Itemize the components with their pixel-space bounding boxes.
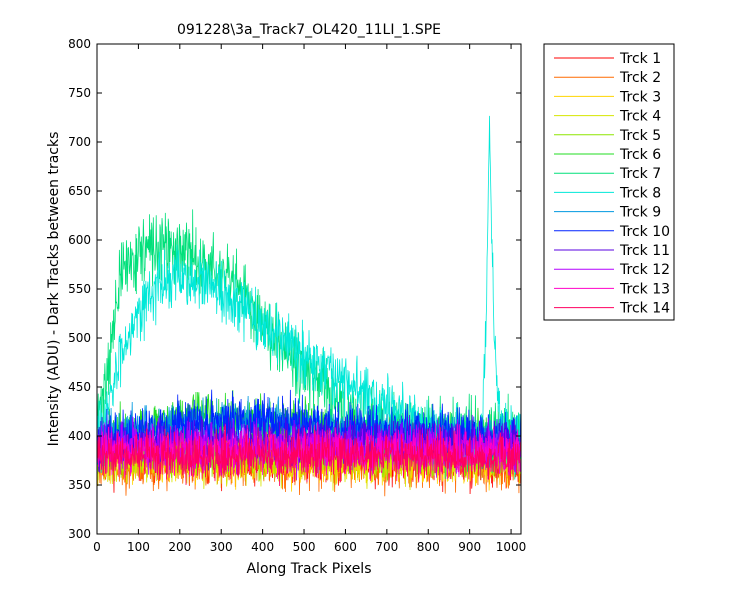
legend-label: Trck 4 bbox=[619, 109, 661, 125]
legend-label: Trck 12 bbox=[619, 262, 670, 278]
x-tick-label: 700 bbox=[375, 540, 398, 554]
x-tick-label: 500 bbox=[293, 540, 316, 554]
y-tick-label: 350 bbox=[68, 478, 91, 492]
x-tick-label: 200 bbox=[168, 540, 191, 554]
x-tick-label: 400 bbox=[251, 540, 274, 554]
y-tick-label: 300 bbox=[68, 527, 91, 541]
legend-label: Trck 13 bbox=[619, 281, 670, 297]
legend-label: Trck 5 bbox=[619, 128, 661, 144]
x-axis-label: Along Track Pixels bbox=[246, 561, 371, 577]
x-tick-label: 0 bbox=[93, 540, 101, 554]
y-tick-label: 650 bbox=[68, 184, 91, 198]
legend-label: Trck 14 bbox=[619, 301, 670, 317]
y-tick-label: 750 bbox=[68, 86, 91, 100]
y-tick-label: 600 bbox=[68, 233, 91, 247]
x-tick-label: 300 bbox=[210, 540, 233, 554]
y-tick-label: 500 bbox=[68, 331, 91, 345]
chart-title: 091228\3a_Track7_OL420_11LI_1.SPE bbox=[177, 22, 441, 38]
legend: Trck 1 Trck 2 Trck 3 Trck 4 Trck 5 Trck 6 Trck… bbox=[543, 43, 675, 321]
legend-box bbox=[543, 43, 675, 321]
x-tick-label: 900 bbox=[458, 540, 481, 554]
y-tick-label: 450 bbox=[68, 380, 91, 394]
legend-label: Trck 7 bbox=[619, 166, 661, 182]
series-line-7 bbox=[97, 209, 522, 480]
legend-label: Trck 2 bbox=[619, 70, 661, 86]
legend-label: Trck 3 bbox=[619, 89, 661, 105]
legend-label: Trck 10 bbox=[619, 224, 670, 240]
y-axis-label: Intensity (ADU) - Dark Tracks between tr… bbox=[46, 132, 62, 447]
series-lines bbox=[97, 115, 522, 497]
x-axis: 0 100 200 300 400 500 600 700 800 900 1000 bbox=[93, 44, 526, 554]
x-tick-label: 800 bbox=[417, 540, 440, 554]
legend-label: Trck 11 bbox=[619, 243, 670, 259]
legend-label: Trck 8 bbox=[619, 185, 661, 201]
x-tick-label: 600 bbox=[334, 540, 357, 554]
x-tick-label: 100 bbox=[127, 540, 150, 554]
y-axis: 300 350 400 450 500 550 600 650 700 750 800 bbox=[68, 37, 521, 541]
y-tick-label: 800 bbox=[68, 37, 91, 51]
y-tick-label: 400 bbox=[68, 429, 91, 443]
series-line-14 bbox=[97, 425, 522, 487]
y-tick-label: 550 bbox=[68, 282, 91, 296]
legend-label: Trck 9 bbox=[619, 205, 661, 221]
y-tick-label: 700 bbox=[68, 135, 91, 149]
legend-label: Trck 6 bbox=[619, 147, 661, 163]
legend-label: Trck 1 bbox=[619, 51, 661, 67]
x-tick-label: 1000 bbox=[496, 540, 527, 554]
